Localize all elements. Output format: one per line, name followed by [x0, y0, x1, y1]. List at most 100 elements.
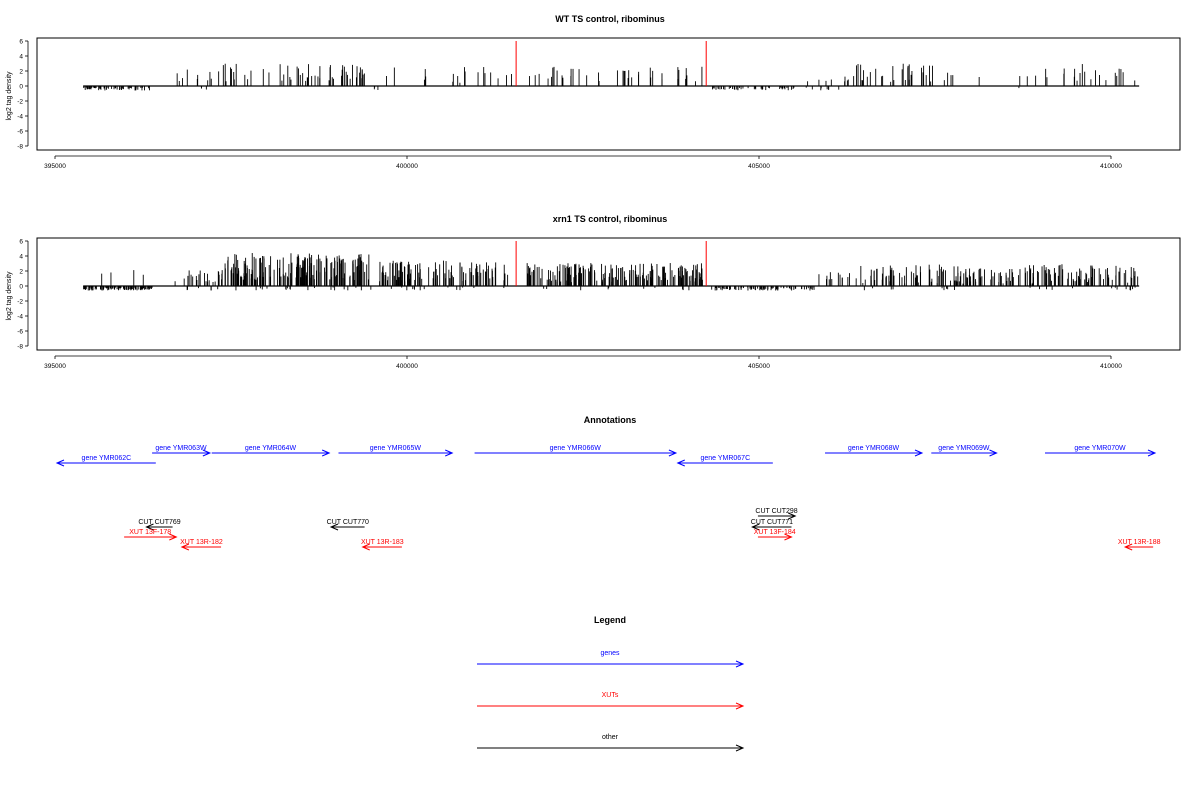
panel-wt-yaxis: 6 4 2 0 -2 -4 -6 -8: [17, 39, 29, 151]
legend-label: XUTs: [602, 692, 619, 699]
cut-label: CUT CUT770: [327, 519, 369, 526]
xut-label: XUT 13R-183: [361, 539, 404, 546]
x-tick-label: 410000: [1100, 363, 1122, 370]
arrow-head: [914, 449, 924, 457]
panel-wt-xaxis: 395000 400000 405000 410000: [44, 155, 1122, 170]
xut-arrow: [361, 543, 402, 551]
arrow-head: [788, 512, 797, 520]
y-tick-label: 6: [19, 239, 23, 246]
cut-arrow: [751, 523, 792, 531]
x-tick-label: 395000: [44, 163, 66, 170]
xut-arrow: [124, 533, 178, 541]
gene-arrow: [338, 449, 454, 457]
legend-title: Legend: [594, 615, 626, 625]
panel-xrn1-frame: [36, 237, 1181, 351]
gene-arrow: [1045, 449, 1157, 457]
xut-label: XUT 13F-184: [754, 529, 796, 536]
xut-arrow: [1123, 543, 1154, 551]
xut-label: XUT 13R-188: [1118, 539, 1161, 546]
gene-arrow: [474, 449, 678, 457]
arrow-head: [361, 543, 370, 551]
panel-xrn1-xaxis: 395000 400000 405000 410000: [44, 355, 1122, 370]
gene-label: gene YMR065W: [370, 445, 422, 452]
panel-wt-bars: [83, 41, 1140, 91]
y-tick-label: -6: [17, 129, 23, 136]
panel-xrn1-bars: [83, 241, 1140, 291]
panel-wt: WT TS control, ribominus log2 tag densit…: [6, 14, 1181, 170]
arrow-head: [735, 744, 745, 752]
legend-label: other: [602, 734, 619, 741]
y-tick-label: 4: [19, 254, 23, 261]
arrow-head: [989, 449, 998, 457]
cut-arrow: [145, 523, 173, 531]
panel-xrn1-yaxis: 6 4 2 0 -2 -4 -6 -8: [17, 239, 29, 351]
arrow-head: [676, 459, 685, 467]
y-tick-label: -2: [17, 99, 23, 106]
xut-label: XUT 13R-182: [180, 539, 223, 546]
y-tick-label: 2: [19, 269, 23, 276]
arrow-head: [169, 533, 178, 541]
y-tick-label: -6: [17, 329, 23, 336]
arrow-head: [668, 449, 678, 457]
cut-label: CUT CUT298: [755, 508, 797, 515]
arrow-head: [445, 449, 454, 457]
gene-arrow: [211, 449, 331, 457]
arrow-head: [735, 702, 745, 710]
panel-wt-ylabel: log2 tag density: [6, 71, 13, 121]
arrow-head: [321, 449, 331, 457]
panel-xrn1-title: xrn1 TS control, ribominus: [553, 214, 668, 224]
x-tick-label: 405000: [748, 163, 770, 170]
arrow-head: [735, 660, 745, 668]
annotation-tracks: gene YMR062C gene YMR063W gene YMR064W gene…: [55, 445, 1161, 551]
arrow-head: [751, 523, 760, 531]
legend-label: genes: [600, 650, 620, 657]
gene-label: gene YMR067C: [700, 455, 750, 462]
gene-arrow: [931, 449, 998, 457]
gene-arrow: [152, 449, 212, 457]
legend-arrow: [477, 702, 745, 710]
arrow-head: [784, 533, 793, 541]
gene-label: gene YMR069W: [938, 445, 990, 452]
gene-label: gene YMR066W: [550, 445, 602, 452]
legend-item: genes: [477, 650, 745, 668]
legend: Legend genes XUTs other: [477, 615, 745, 752]
arrow-head: [180, 543, 190, 551]
legend-items: genes XUTs other: [477, 650, 745, 752]
y-tick-label: -8: [17, 144, 23, 151]
cut-arrow: [329, 523, 365, 531]
xut-arrow: [180, 543, 222, 551]
arrow-head: [202, 449, 212, 457]
annotations-title: Annotations: [584, 415, 637, 425]
x-tick-label: 400000: [396, 163, 418, 170]
legend-item: other: [477, 734, 745, 752]
xut-label: XUT 13F-178: [129, 529, 171, 536]
y-tick-label: 0: [19, 284, 23, 291]
arrow-head: [145, 523, 154, 531]
cut-arrow: [757, 512, 797, 520]
panel-wt-frame: [36, 37, 1181, 151]
x-tick-label: 405000: [748, 363, 770, 370]
panel-xrn1-ylabel: log2 tag density: [6, 271, 13, 321]
x-tick-label: 410000: [1100, 163, 1122, 170]
y-tick-label: 2: [19, 69, 23, 76]
gene-arrow: [825, 449, 924, 457]
cut-label: CUT CUT769: [138, 519, 180, 526]
y-tick-label: -4: [17, 314, 23, 321]
xut-arrow: [757, 533, 793, 541]
y-tick-label: -4: [17, 114, 23, 121]
arrow-head: [1147, 449, 1157, 457]
y-tick-label: -8: [17, 344, 23, 351]
gene-label: gene YMR062C: [82, 455, 132, 462]
gene-label: gene YMR063W: [155, 445, 207, 452]
gene-arrow: [676, 459, 773, 467]
arrow-head: [1123, 543, 1133, 551]
panel-wt-title: WT TS control, ribominus: [555, 14, 665, 24]
x-tick-label: 395000: [44, 363, 66, 370]
gene-label: gene YMR064W: [245, 445, 297, 452]
gene-label: gene YMR068W: [848, 445, 900, 452]
gene-label: gene YMR070W: [1074, 445, 1126, 452]
arrow-head: [55, 459, 65, 467]
